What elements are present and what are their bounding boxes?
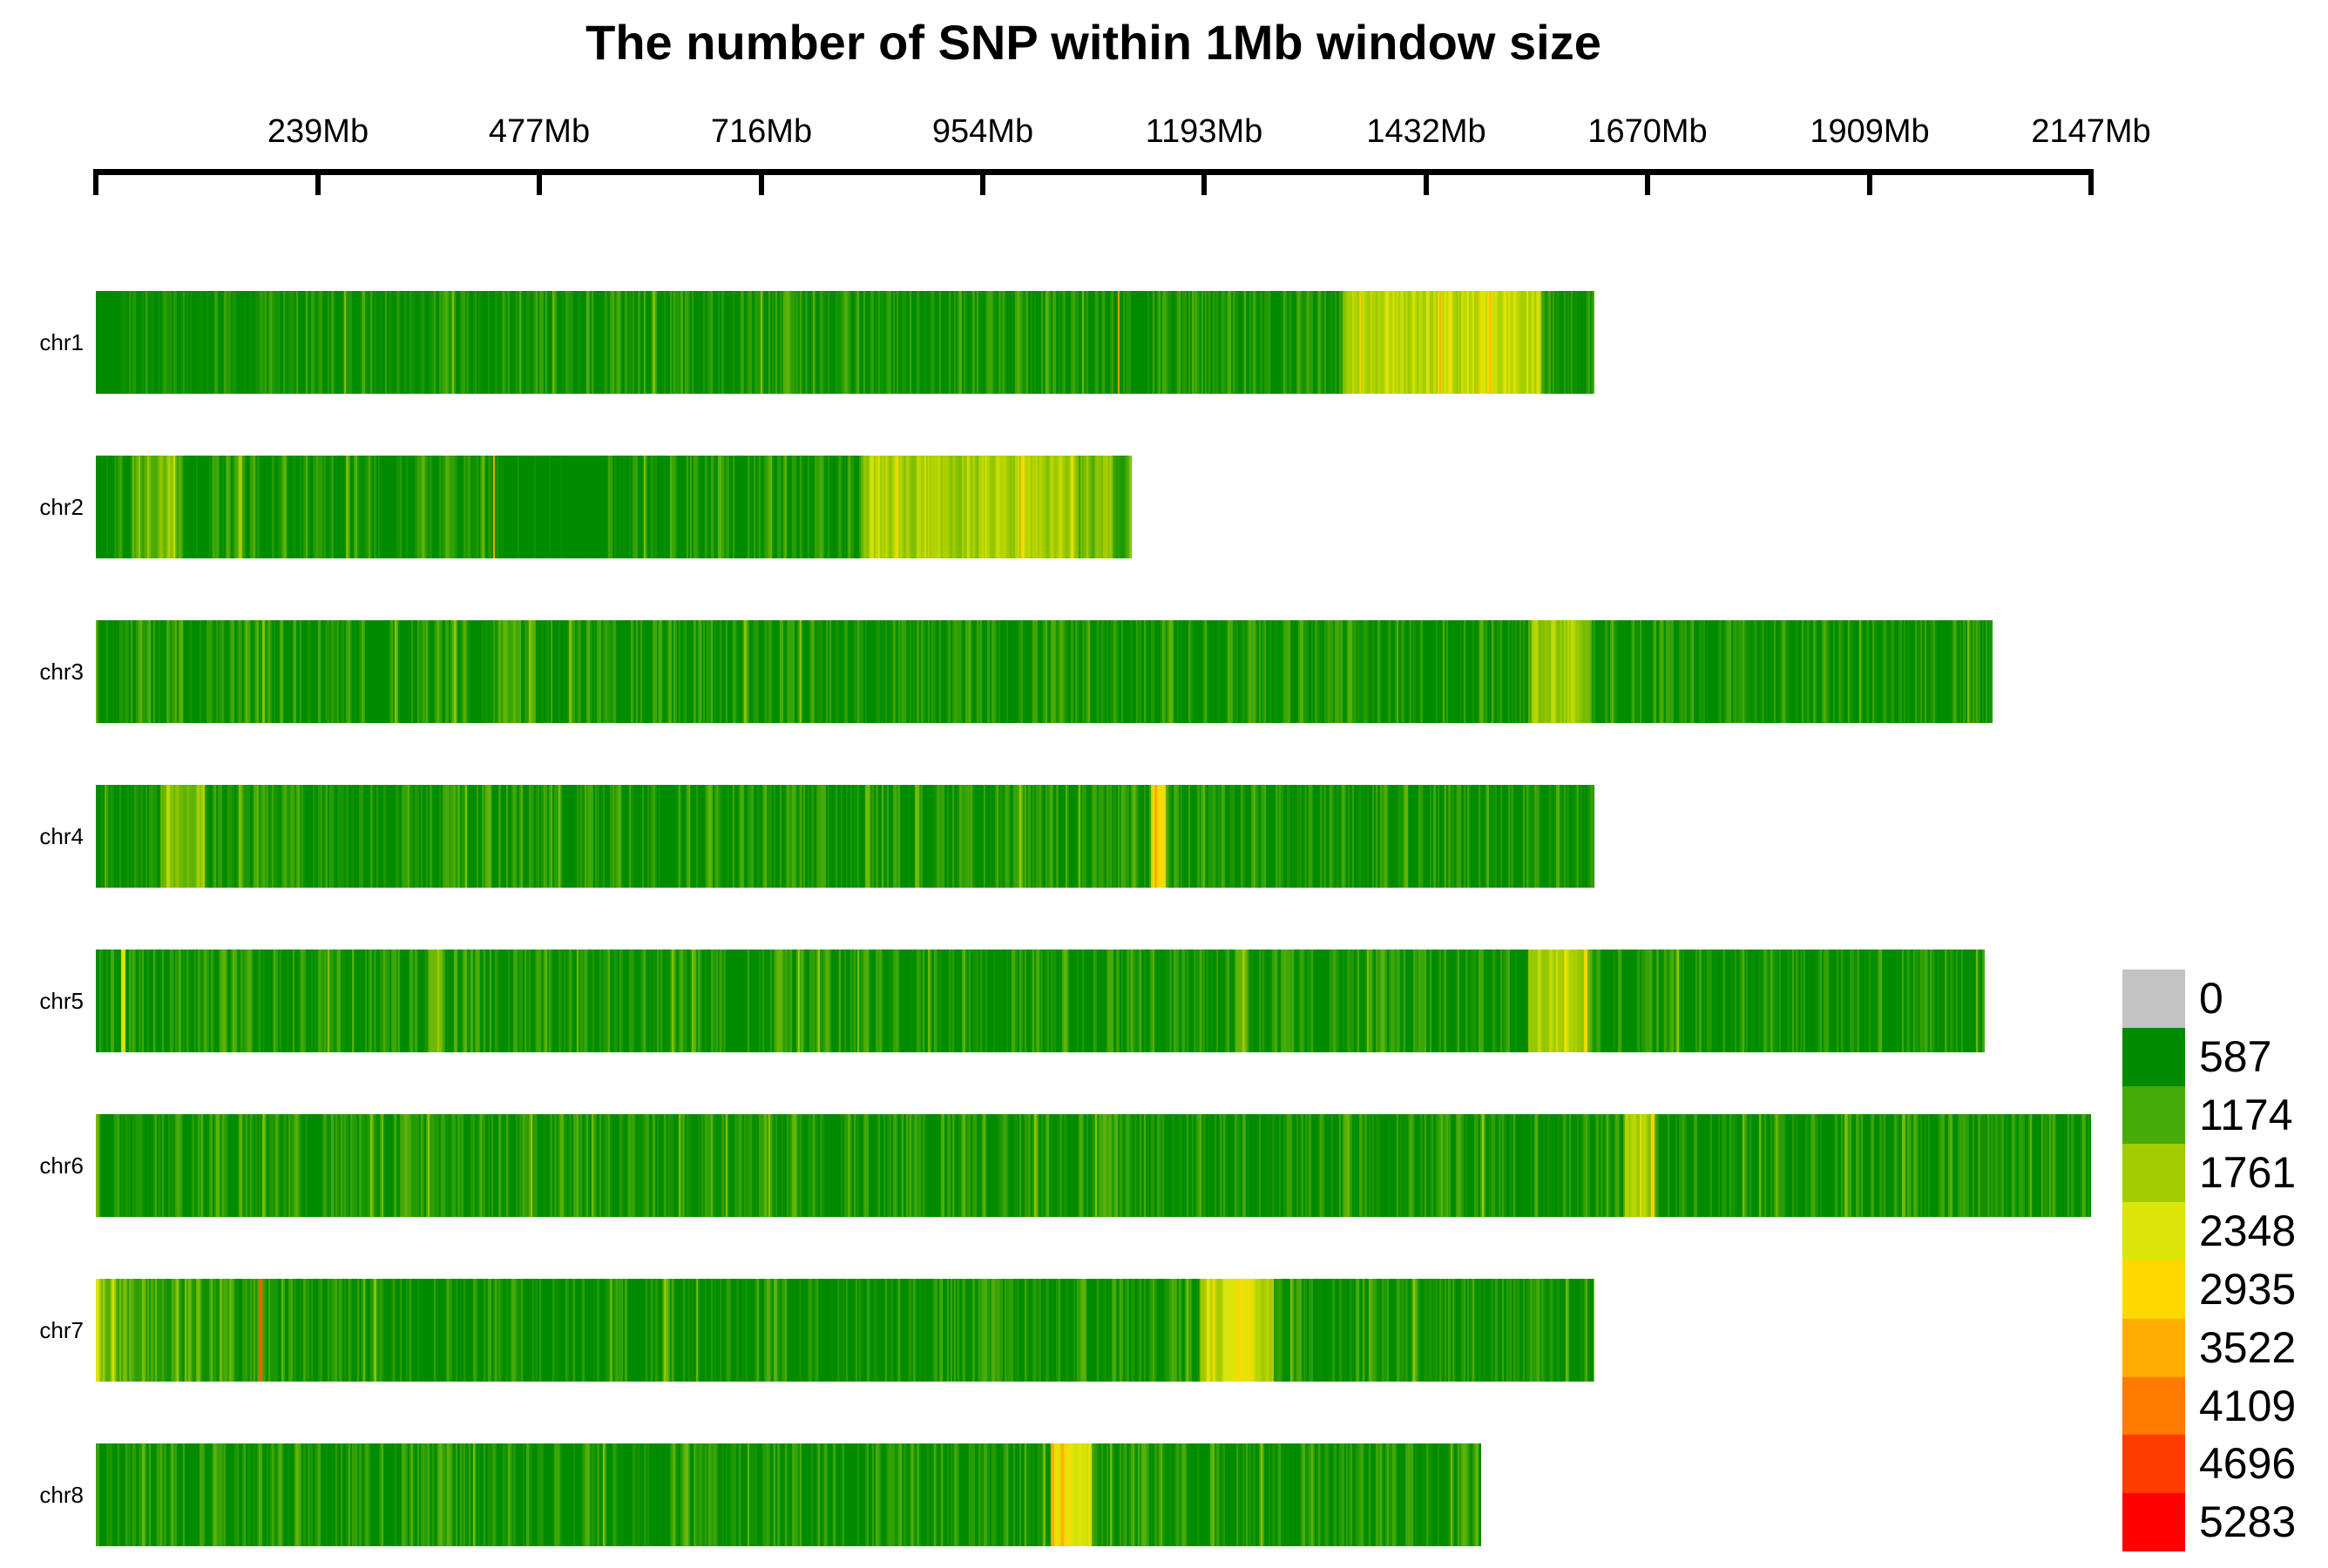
legend-swatch bbox=[2122, 1202, 2185, 1260]
chart-title: The number of SNP within 1Mb window size bbox=[585, 15, 1601, 70]
legend-swatch bbox=[2122, 1493, 2185, 1551]
legend-swatch bbox=[2122, 1086, 2185, 1144]
legend-swatch bbox=[2122, 1028, 2185, 1086]
legend-label: 4696 bbox=[2199, 1439, 2297, 1488]
axis-tick-label: 477Mb bbox=[488, 113, 591, 150]
chr3-density-bar bbox=[96, 620, 1993, 723]
axis-tick bbox=[980, 169, 985, 195]
legend-swatch bbox=[2122, 1260, 2185, 1319]
chromosome-label: chr3 bbox=[39, 659, 84, 685]
axis-tick-label: 1432Mb bbox=[1366, 113, 1486, 150]
legend-label: 2348 bbox=[2199, 1206, 2297, 1255]
chr4-density-bar bbox=[96, 785, 1594, 888]
legend-label: 4109 bbox=[2199, 1382, 2297, 1430]
axis-tick bbox=[1645, 169, 1650, 195]
axis-tick bbox=[93, 169, 98, 195]
chromosome-label: chr6 bbox=[39, 1152, 84, 1179]
axis-tick bbox=[315, 169, 321, 195]
legend-label: 587 bbox=[2199, 1032, 2272, 1081]
axis-tick bbox=[1424, 169, 1429, 195]
legend-label: 0 bbox=[2199, 974, 2223, 1023]
x-axis-line bbox=[93, 169, 2094, 175]
legend-label: 1761 bbox=[2199, 1148, 2297, 1197]
legend-swatch bbox=[2122, 1144, 2185, 1202]
chromosome-label: chr2 bbox=[39, 494, 84, 520]
chr8-density-bar bbox=[96, 1443, 1481, 1546]
axis-tick bbox=[1201, 169, 1207, 195]
axis-tick-label: 239Mb bbox=[267, 113, 369, 150]
axis-tick bbox=[1867, 169, 1872, 195]
chr6-density-bar bbox=[96, 1114, 2091, 1217]
chr2-density-bar bbox=[96, 456, 1132, 558]
chromosome-label: chr1 bbox=[39, 329, 84, 355]
axis-tick bbox=[2088, 169, 2094, 195]
chromosome-label: chr8 bbox=[39, 1482, 84, 1508]
chromosome-label: chr7 bbox=[39, 1317, 84, 1343]
legend-label: 5283 bbox=[2199, 1497, 2297, 1546]
axis-tick-label: 2147Mb bbox=[2031, 113, 2151, 150]
legend-swatch bbox=[2122, 1435, 2185, 1493]
chromosome-label: chr4 bbox=[39, 823, 84, 849]
legend-swatch bbox=[2122, 1319, 2185, 1377]
chr5-density-bar bbox=[96, 950, 1985, 1052]
legend-label: 1174 bbox=[2199, 1091, 2293, 1139]
axis-tick-label: 1909Mb bbox=[1810, 113, 1930, 150]
chr1-density-bar bbox=[96, 291, 1594, 394]
axis-tick-label: 954Mb bbox=[931, 113, 1034, 150]
legend-swatch bbox=[2122, 970, 2185, 1028]
axis-tick-label: 1193Mb bbox=[1145, 113, 1263, 150]
axis-tick bbox=[759, 169, 764, 195]
chr7-density-bar bbox=[96, 1279, 1594, 1382]
axis-tick-label: 716Mb bbox=[710, 113, 813, 150]
legend-label: 3522 bbox=[2199, 1323, 2297, 1372]
legend-label: 2935 bbox=[2199, 1265, 2297, 1314]
legend-swatch bbox=[2122, 1377, 2185, 1435]
axis-tick bbox=[537, 169, 542, 195]
chromosome-label: chr5 bbox=[39, 988, 84, 1014]
axis-tick-label: 1670Mb bbox=[1587, 113, 1708, 150]
